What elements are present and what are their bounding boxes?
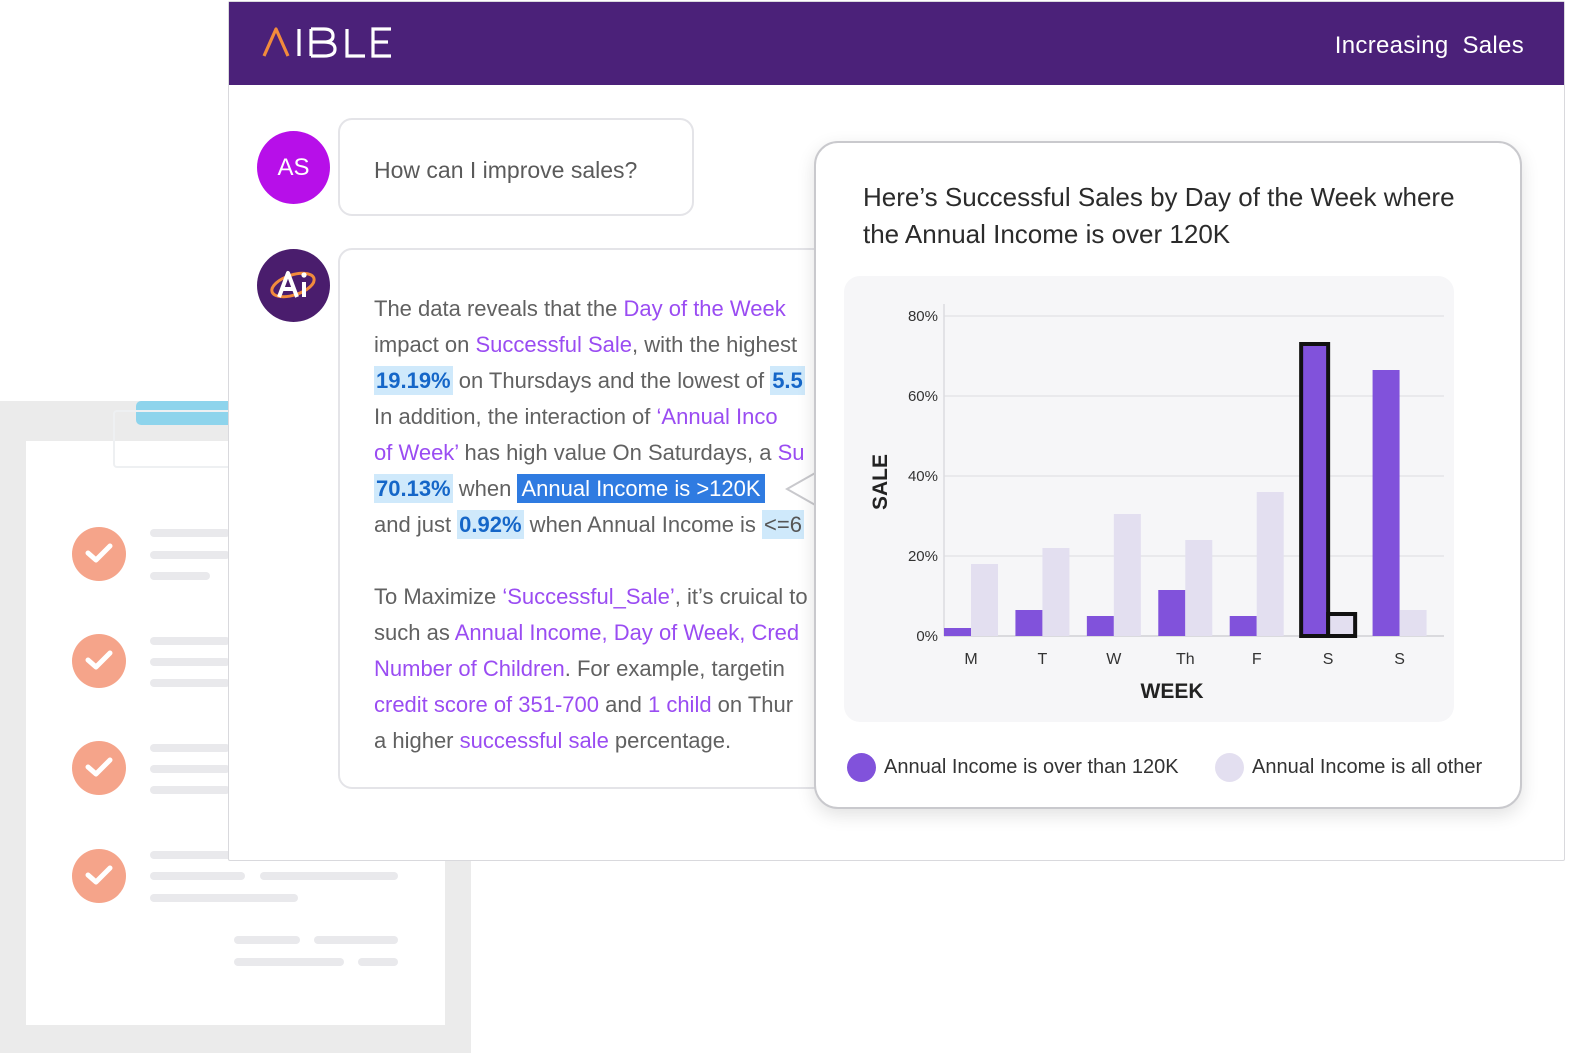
bar-over-120k [1086, 616, 1114, 636]
top-bar: Increasing Sales [229, 2, 1564, 85]
placeholder-line [150, 872, 245, 880]
placeholder-line [260, 872, 398, 880]
x-tick-label: F [1252, 651, 1262, 668]
placeholder-line [150, 572, 210, 580]
bar-over-120k [1158, 590, 1186, 636]
placeholder-line [150, 786, 230, 794]
placeholder-line [150, 894, 298, 902]
highlight-term: Successful Sale [475, 332, 633, 357]
check-icon [72, 849, 126, 903]
bar-all-other [1185, 540, 1213, 636]
placeholder-line [150, 765, 230, 773]
highlight-term: credit score of 351-700 [374, 692, 600, 717]
placeholder-line [150, 658, 230, 666]
placeholder-line [150, 529, 230, 537]
x-tick-label: M [964, 651, 977, 668]
ai-message-text: The data reveals that the Day of the Wee… [374, 296, 808, 753]
placeholder-line [234, 936, 300, 944]
y-axis-label: SALE [869, 454, 892, 510]
legend-label: Annual Income is over than 120K [884, 755, 1179, 778]
placeholder-line [314, 936, 398, 944]
y-tick-label: 20% [908, 548, 938, 565]
x-tick-label: S [1323, 651, 1334, 668]
placeholder-line [150, 637, 230, 645]
x-tick-label: Th [1176, 651, 1195, 668]
stat-highlight: 0.92% [457, 510, 524, 539]
legend-item-over-120k[interactable]: Annual Income is over than 120K [847, 752, 1179, 782]
highlight-term: ‘Successful_Sale’ [502, 584, 675, 609]
bar-over-120k [1015, 610, 1043, 636]
bar-over-120k [1299, 342, 1331, 638]
stat-highlight: 70.13% [374, 474, 453, 503]
highlight-term: Day of the Week [623, 296, 786, 321]
y-tick-label: 40% [908, 468, 938, 485]
condition-chip[interactable]: <=6 [762, 510, 804, 539]
bar-all-other [971, 564, 998, 636]
chart-popover: Here’s Successful Sales by Day of the We… [814, 141, 1522, 809]
x-tick-label: S [1394, 651, 1405, 668]
bar-all-other [1113, 514, 1141, 636]
highlight-term: Number of Children [374, 656, 565, 681]
ai-logo-icon [270, 271, 316, 299]
user-message-text: How can I improve sales? [374, 157, 638, 183]
ai-avatar [257, 249, 330, 322]
placeholder-line [150, 551, 230, 559]
user-avatar: AS [257, 131, 330, 204]
highlight-term: Su [777, 440, 805, 465]
chart-title: Here’s Successful Sales by Day of the We… [863, 182, 1455, 249]
aible-logo[interactable] [261, 24, 393, 65]
check-icon [72, 527, 126, 581]
bar-all-other [1326, 612, 1358, 638]
placeholder-line [234, 958, 344, 966]
stat-highlight: 19.19% [374, 366, 453, 395]
y-tick-label: 0% [916, 628, 938, 645]
bar-all-other [1042, 548, 1070, 636]
legend-item-all-other[interactable]: Annual Income is all other [1215, 752, 1482, 782]
highlight-term: ‘Annual Inco [656, 404, 778, 429]
project-title: Increasing Sales [1334, 32, 1524, 59]
placeholder-line [150, 744, 230, 752]
highlight-term: Annual Income, Day of Week, Cred [454, 620, 800, 645]
legend-label: Annual Income is all other [1252, 755, 1483, 778]
y-tick-label: 80% [908, 308, 938, 325]
y-tick-label: 60% [908, 388, 938, 405]
bar-all-other [1399, 610, 1427, 636]
bar-all-other [1256, 492, 1284, 636]
chart-area: 0% 20% 40% 60% 80% M T W Th F S S WEEK SALE [844, 276, 1454, 722]
bar-chart: 0% 20% 40% 60% 80% M T W Th F S S WEEK SALE [869, 304, 1444, 703]
stat-highlight: 5.5 [770, 366, 805, 395]
legend-swatch [847, 752, 876, 782]
selected-condition-chip[interactable]: Annual Income is >120K [517, 474, 765, 503]
placeholder-line [358, 958, 398, 966]
bar-over-120k [1372, 370, 1400, 636]
highlight-term: successful sale [459, 728, 609, 753]
x-tick-label: W [1106, 651, 1122, 668]
bar-over-120k [944, 628, 971, 636]
legend-swatch [1215, 752, 1244, 782]
check-icon [72, 634, 126, 688]
x-tick-label: T [1038, 651, 1048, 668]
highlight-term: 1 child [647, 692, 712, 717]
placeholder-line [150, 679, 230, 687]
check-icon [72, 741, 126, 795]
bar-over-120k [1229, 616, 1257, 636]
user-message-bubble: How can I improve sales? [338, 118, 694, 216]
x-axis-label: WEEK [1141, 680, 1204, 703]
highlight-term: of Week’ [374, 440, 459, 465]
